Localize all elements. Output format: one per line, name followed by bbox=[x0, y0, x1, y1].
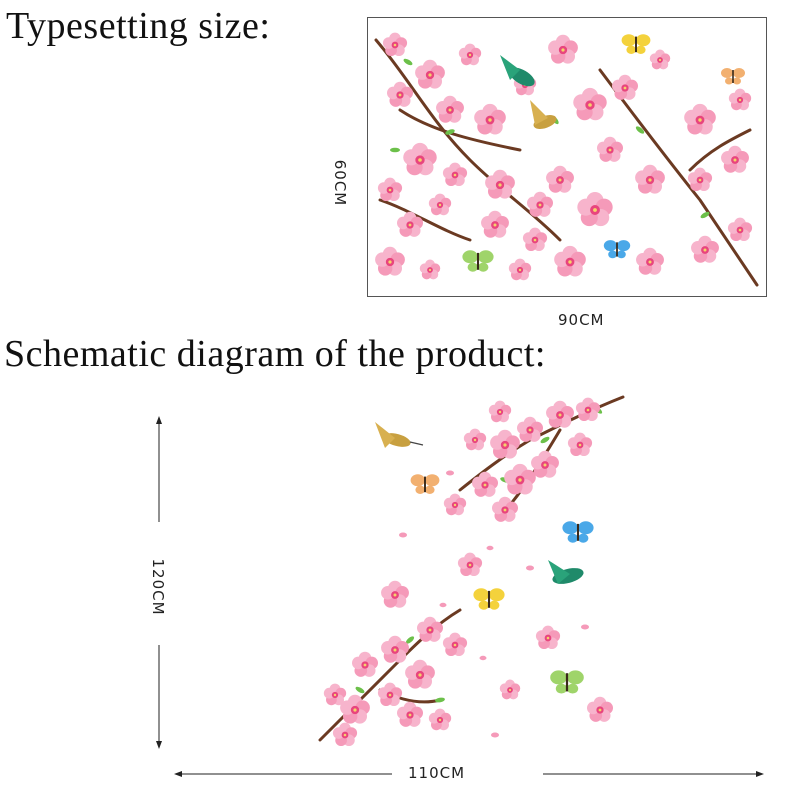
branch bbox=[398, 108, 522, 152]
typesetting-size-heading: Typesetting size: bbox=[6, 5, 271, 47]
dimension-lines bbox=[156, 416, 764, 777]
width-arrow-left bbox=[174, 771, 182, 777]
branch bbox=[378, 198, 472, 242]
sheet-blossoms bbox=[375, 32, 753, 281]
product-width-label: 110CM bbox=[408, 764, 466, 782]
height-arrow-bottom bbox=[156, 741, 162, 749]
branch bbox=[688, 128, 752, 172]
height-arrow-top bbox=[156, 416, 162, 424]
schematic-diagram-heading: Schematic diagram of the product: bbox=[4, 333, 546, 375]
branch bbox=[598, 68, 759, 287]
product-artwork bbox=[318, 395, 625, 747]
product-hummingbirds bbox=[375, 422, 584, 584]
width-arrow-right bbox=[756, 771, 764, 777]
sheet-artwork bbox=[374, 32, 759, 287]
sheet-width-label: 90CM bbox=[558, 311, 605, 329]
sheet-hummingbirds bbox=[500, 55, 557, 129]
